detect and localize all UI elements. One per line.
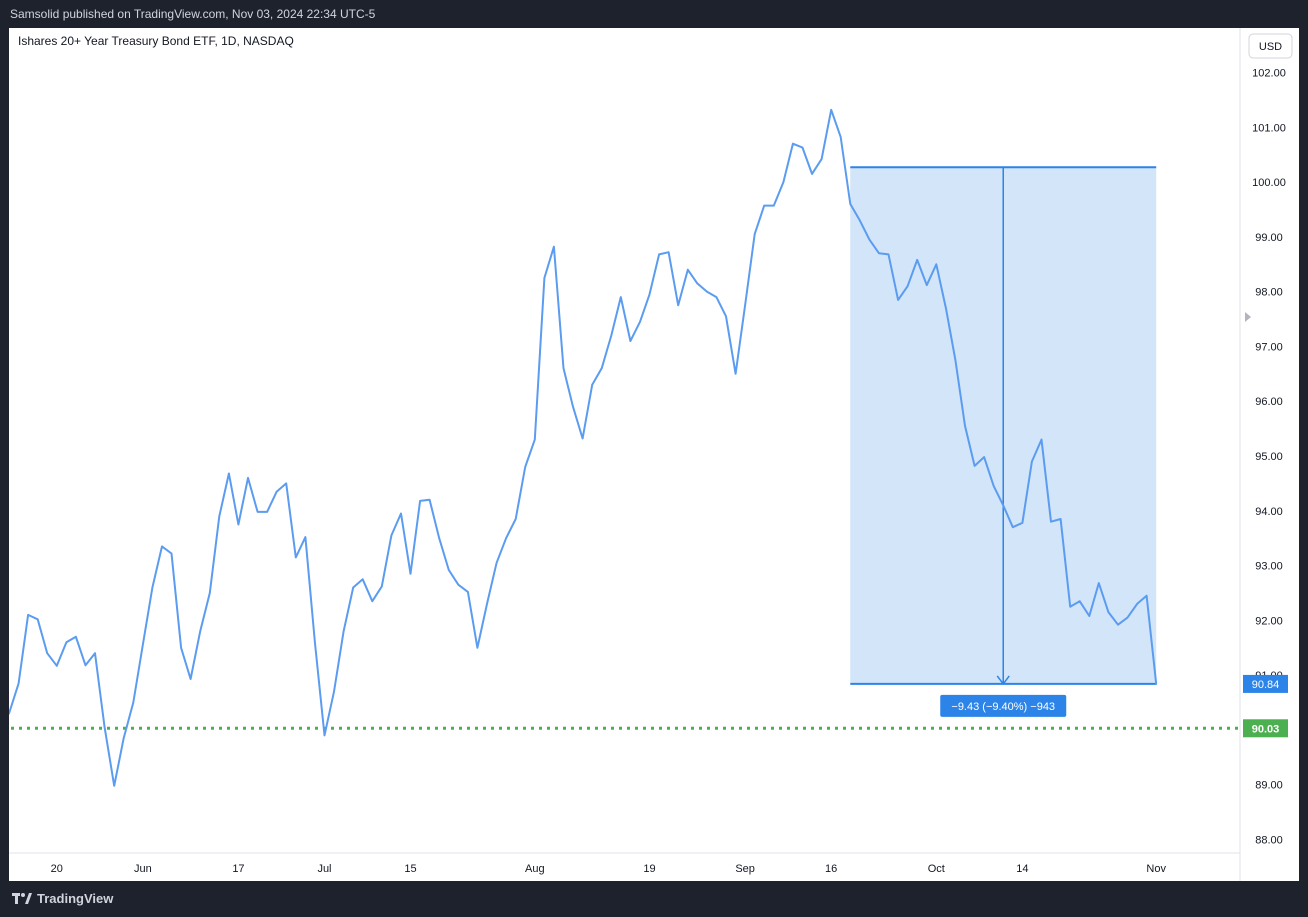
y-tick-label: 101.00 [1252, 122, 1286, 134]
alert-price-label: 90.03 [1252, 723, 1280, 735]
y-tick-label: 95.00 [1255, 451, 1283, 463]
alert-price-background [1243, 719, 1288, 738]
y-tick-label: 93.00 [1255, 561, 1283, 573]
x-tick-label: 16 [825, 863, 837, 875]
measure-label: −9.43 (−9.40%) −943 [940, 694, 1067, 717]
currency-label: USD [1259, 41, 1282, 53]
y-tick-label: 102.00 [1252, 68, 1286, 80]
price-series-line[interactable] [8, 108, 1158, 787]
y-tick-label: 88.00 [1255, 835, 1283, 847]
time-axis[interactable]: 20 Jun 17 Jul 15 Aug 19 Sep 16 Oct 14 Nov [51, 863, 1167, 875]
measure-label-background [940, 694, 1067, 717]
y-tick-label: 96.00 [1255, 396, 1283, 408]
x-tick-label: Sep [735, 863, 755, 875]
price-range-measure[interactable] [850, 166, 1157, 686]
y-tick-label: 99.00 [1255, 232, 1283, 244]
x-tick-label: Jul [317, 863, 331, 875]
x-tick-label: 14 [1016, 863, 1028, 875]
symbol-title: Ishares 20+ Year Treasury Bond ETF, 1D, … [18, 34, 294, 48]
tradingview-icon [12, 892, 32, 904]
x-tick-label: 17 [232, 863, 244, 875]
alert-price-marker: 90.03 [1243, 719, 1288, 738]
price-chart[interactable]: −9.43 (−9.40%) −943 88.0089.0090.0091.00… [8, 28, 1299, 881]
y-tick-label: 100.00 [1252, 177, 1286, 189]
chart-panel[interactable]: −9.43 (−9.40%) −943 88.0089.0090.0091.00… [8, 28, 1299, 881]
publish-info: Samsolid published on TradingView.com, N… [10, 7, 376, 21]
measure-arrow-head [996, 675, 1010, 686]
x-tick-label: Oct [928, 863, 945, 875]
currency-button[interactable]: USD [1248, 33, 1293, 59]
last-price-label: 90.84 [1252, 679, 1280, 691]
tradingview-logo[interactable]: TradingView [12, 891, 113, 906]
y-tick-label: 94.00 [1255, 506, 1283, 518]
price-axis[interactable]: 88.0089.0090.0091.0092.0093.0094.0095.00… [1252, 68, 1286, 847]
footer-bar: TradingView [0, 881, 1308, 917]
x-tick-label: Jun [134, 863, 152, 875]
tradingview-brand: TradingView [37, 891, 114, 906]
x-tick-label: Aug [525, 863, 545, 875]
price-scale-arrow-icon[interactable] [1245, 312, 1251, 322]
last-price-marker: 90.84 [1243, 674, 1288, 693]
y-tick-label: 89.00 [1255, 780, 1283, 792]
x-tick-label: 20 [51, 863, 63, 875]
x-tick-label: 15 [404, 863, 416, 875]
y-tick-label: 98.00 [1255, 287, 1283, 299]
x-tick-label: Nov [1146, 863, 1166, 875]
measure-label-text: −9.43 (−9.40%) −943 [951, 701, 1055, 713]
y-tick-label: 92.00 [1255, 615, 1283, 627]
publish-bar: Samsolid published on TradingView.com, N… [0, 0, 1308, 28]
last-price-background [1243, 674, 1288, 693]
x-tick-label: 19 [643, 863, 655, 875]
y-tick-label: 97.00 [1255, 341, 1283, 353]
